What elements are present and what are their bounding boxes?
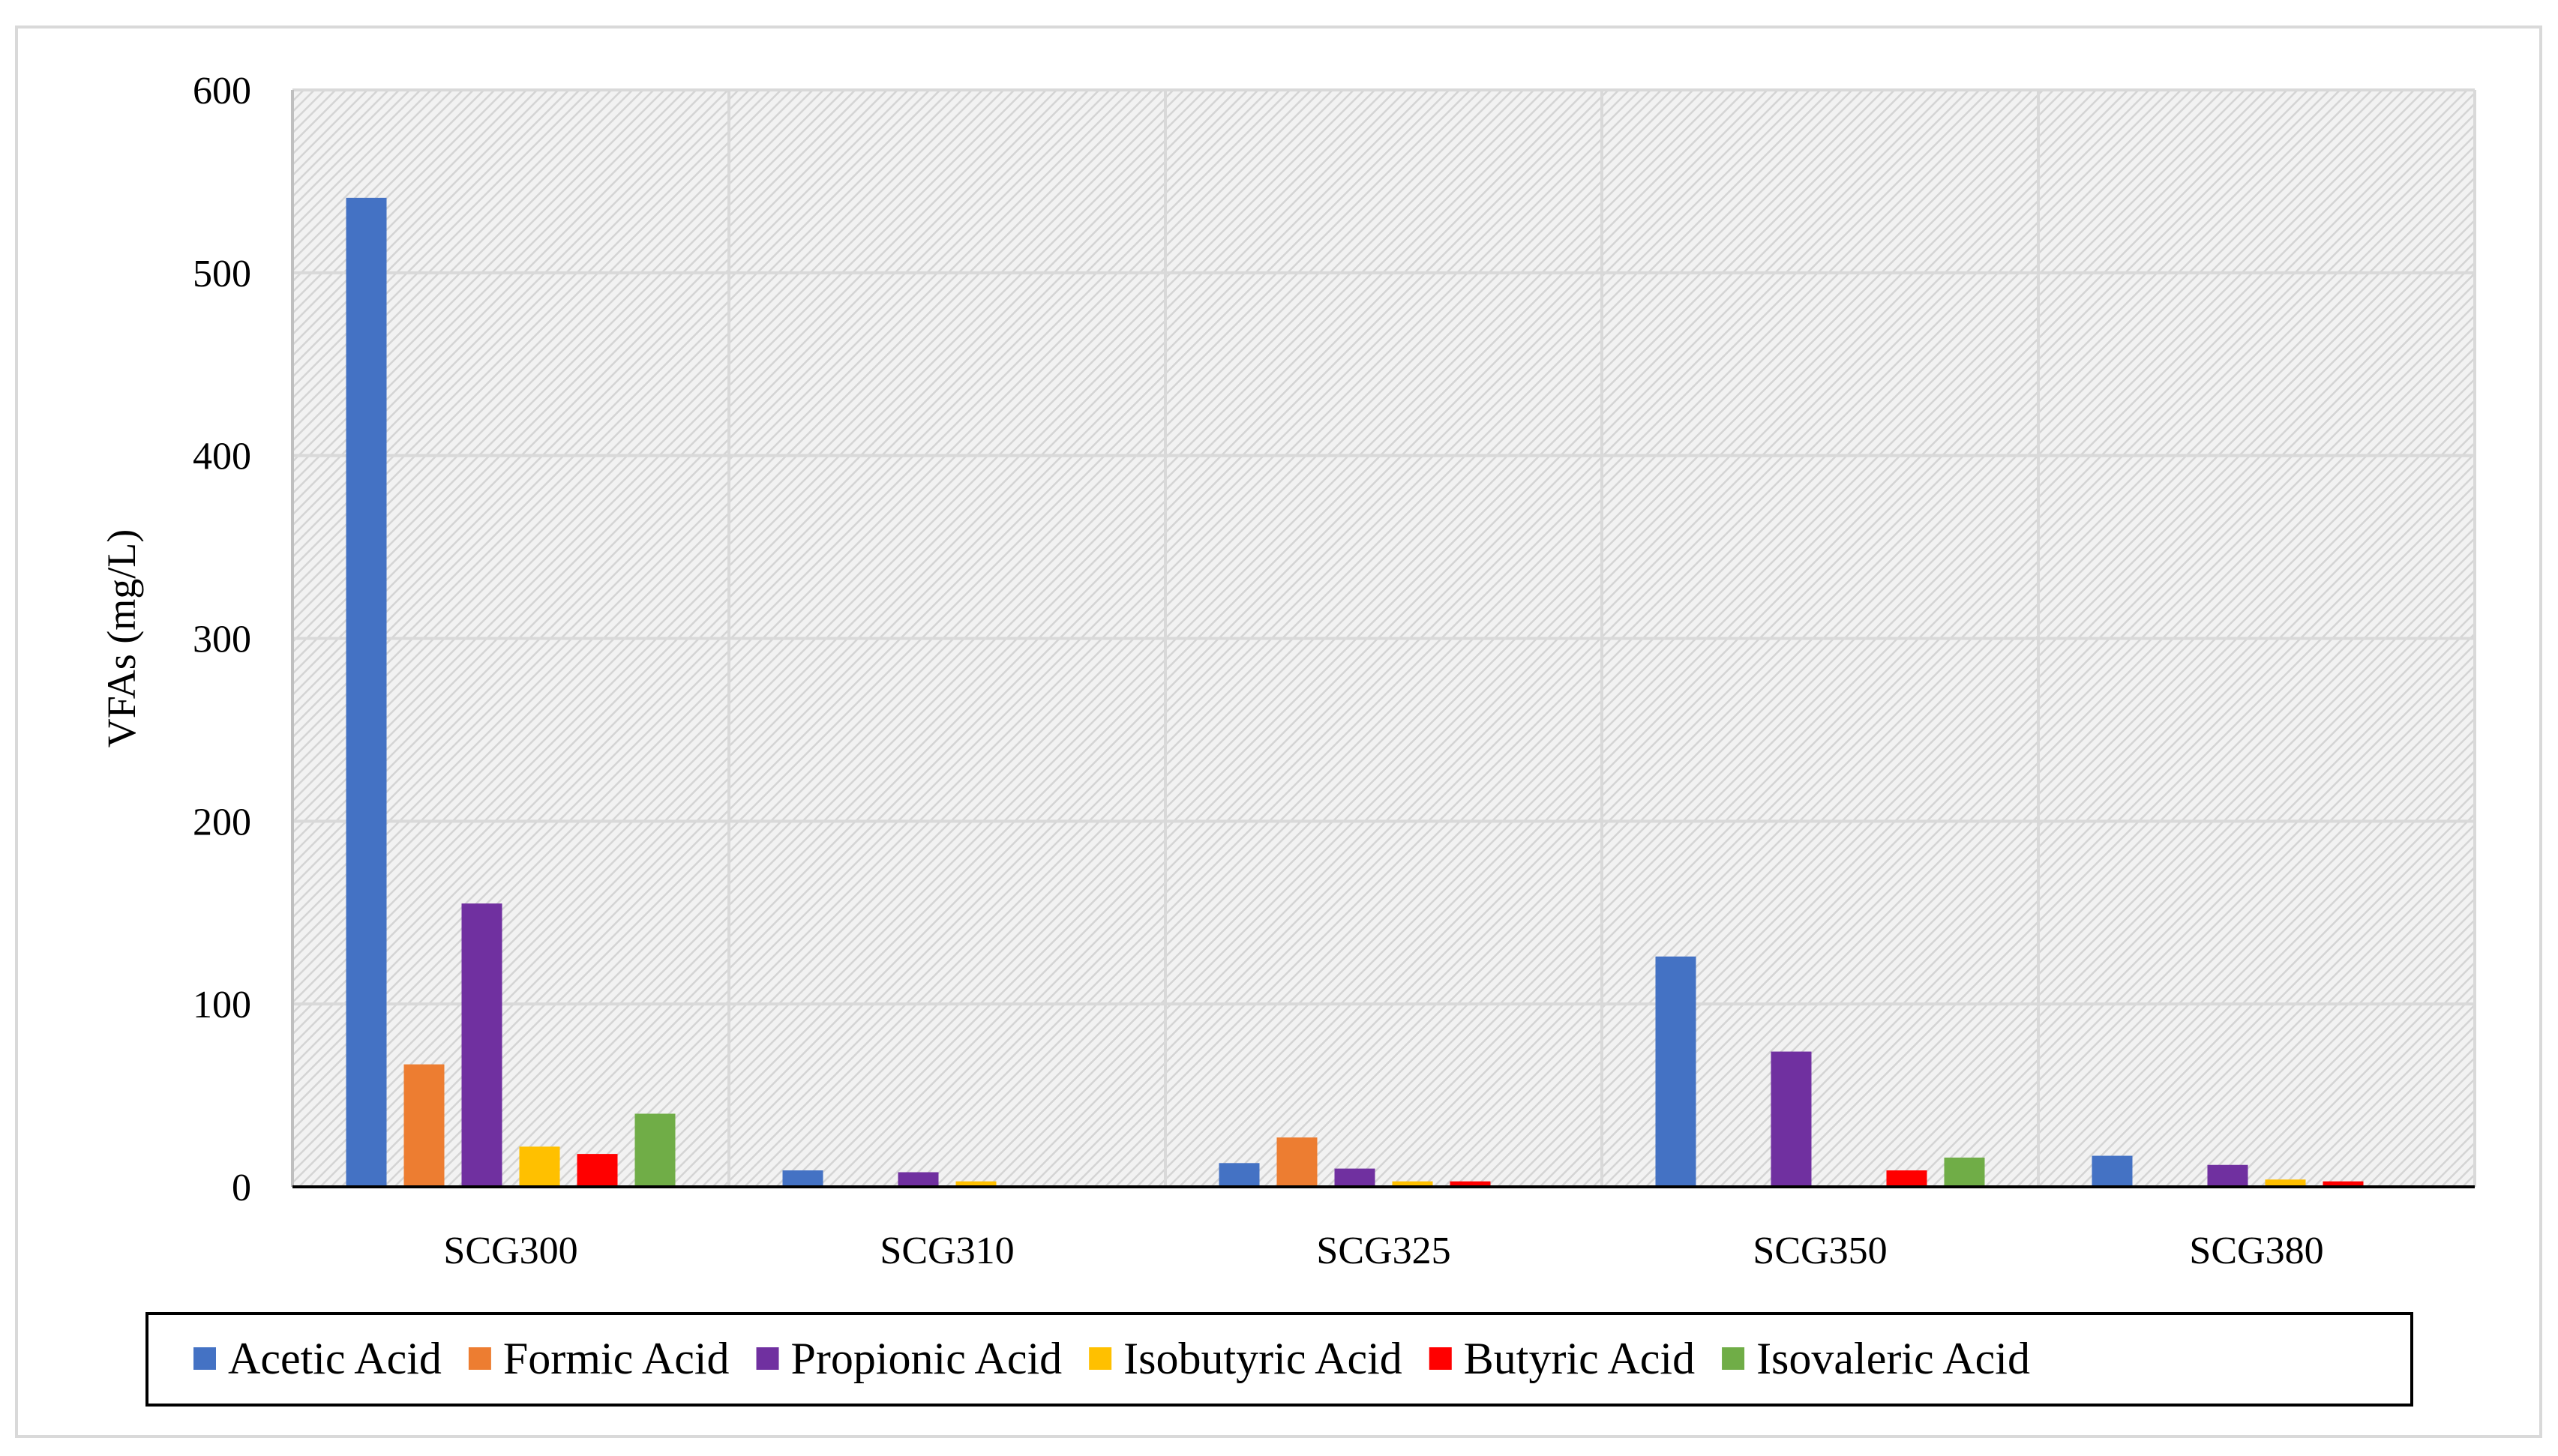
x-tick-scg300: SCG300: [443, 1230, 577, 1272]
x-tick-scg310: SCG310: [880, 1230, 1014, 1272]
bar-isovaleric-acid-scg350: [1944, 1157, 1985, 1187]
bar-isobutyric-acid-scg300: [519, 1146, 560, 1187]
x-tick-scg350: SCG350: [1753, 1230, 1887, 1272]
bar-propionic-acid-scg380: [2207, 1164, 2248, 1187]
bar-propionic-acid-scg310: [898, 1172, 939, 1187]
bar-isobutyric-acid-scg310: [955, 1181, 997, 1187]
axes: [291, 90, 2475, 1188]
bar-isobutyric-acid-scg325: [1392, 1181, 1433, 1187]
legend-item-isobutyric-acid: Isobutyric Acid: [1089, 1334, 1402, 1383]
y-axis-title: VFAs (mg/L): [99, 529, 144, 748]
bar-butyric-acid-scg300: [577, 1154, 618, 1187]
legend-item-isovaleric-acid: Isovaleric Acid: [1722, 1334, 2030, 1383]
bar-acetic-acid-scg350: [1655, 956, 1696, 1187]
legend-swatch-formic-acid: [468, 1347, 491, 1370]
bar-acetic-acid-scg310: [782, 1170, 823, 1187]
bars: [346, 197, 2364, 1187]
bar-propionic-acid-scg300: [461, 903, 502, 1187]
bar-isovaleric-acid-scg300: [634, 1113, 676, 1187]
bar-acetic-acid-scg380: [2092, 1155, 2133, 1187]
bar-butyric-acid-scg380: [2323, 1181, 2364, 1187]
bar-acetic-acid-scg300: [346, 197, 387, 1187]
legend-item-propionic-acid: Propionic Acid: [756, 1334, 1063, 1383]
bar-propionic-acid-scg350: [1771, 1051, 1812, 1187]
legend-swatch-propionic-acid: [756, 1347, 779, 1370]
gridlines: [292, 88, 2476, 1187]
legend-label-formic-acid: Formic Acid: [503, 1334, 730, 1383]
legend-label-propionic-acid: Propionic Acid: [791, 1334, 1063, 1383]
y-tick-100: 100: [193, 984, 251, 1026]
legend: Acetic Acid Formic Acid Propionic Acid Isob…: [145, 1312, 2413, 1407]
legend-label-isovaleric-acid: Isovaleric Acid: [1756, 1334, 2030, 1383]
x-tick-scg325: SCG325: [1316, 1230, 1450, 1272]
bar-butyric-acid-scg350: [1886, 1170, 1927, 1187]
legend-swatch-isobutyric-acid: [1089, 1347, 1112, 1370]
bar-formic-acid-scg325: [1276, 1137, 1318, 1187]
y-tick-600: 600: [193, 70, 251, 112]
legend-item-butyric-acid: Butyric Acid: [1429, 1334, 1695, 1383]
bar-acetic-acid-scg325: [1219, 1163, 1260, 1187]
y-tick-500: 500: [193, 253, 251, 295]
bar-butyric-acid-scg325: [1450, 1181, 1491, 1187]
y-tick-0: 0: [232, 1167, 251, 1209]
y-tick-labels: 0 100 200 300 400 500 600: [193, 70, 251, 1209]
legend-label-acetic-acid: Acetic Acid: [228, 1334, 442, 1383]
x-tick-labels: SCG300 SCG310 SCG325 SCG350 SCG380: [443, 1230, 2323, 1272]
y-tick-400: 400: [193, 436, 251, 478]
bar-isobutyric-acid-scg380: [2265, 1179, 2306, 1187]
legend-box: [145, 1312, 2413, 1407]
y-tick-300: 300: [193, 619, 251, 661]
bar-formic-acid-scg300: [403, 1064, 445, 1187]
legend-item-acetic-acid: Acetic Acid: [193, 1334, 442, 1383]
x-tick-scg380: SCG380: [2189, 1230, 2323, 1272]
bar-propionic-acid-scg325: [1334, 1168, 1375, 1187]
legend-item-formic-acid: Formic Acid: [468, 1334, 730, 1383]
y-tick-200: 200: [193, 801, 251, 843]
legend-swatch-isovaleric-acid: [1722, 1347, 1745, 1370]
legend-label-isobutyric-acid: Isobutyric Acid: [1123, 1334, 1402, 1383]
legend-swatch-acetic-acid: [193, 1347, 216, 1370]
legend-swatch-butyric-acid: [1429, 1347, 1452, 1370]
legend-label-butyric-acid: Butyric Acid: [1464, 1334, 1695, 1383]
